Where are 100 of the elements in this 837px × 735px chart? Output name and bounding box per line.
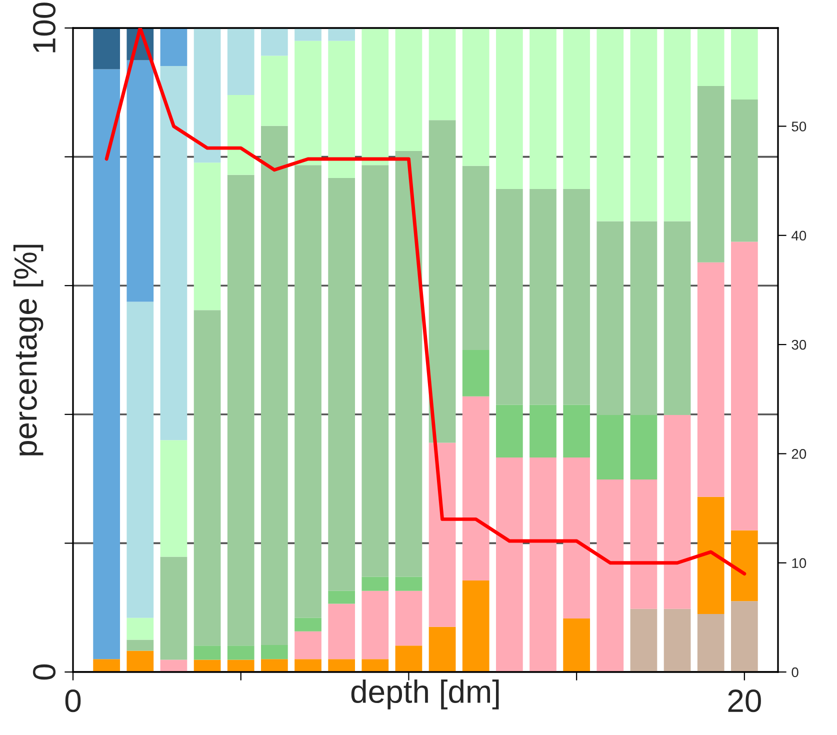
bar: [596, 479, 624, 672]
bar: [294, 28, 322, 41]
bar: [93, 659, 120, 672]
y2-tick-label: 10: [792, 558, 806, 568]
bar: [126, 618, 154, 640]
bar: [294, 165, 322, 618]
y2-tick-label: 40: [792, 230, 806, 241]
bar: [227, 94, 254, 175]
bar: [261, 56, 288, 126]
x-axis-title: depth [dm]: [351, 680, 499, 710]
bar: [530, 189, 556, 405]
bar: [328, 604, 355, 660]
bar: [395, 576, 422, 591]
y-tick-label: 100: [32, 2, 56, 52]
bar: [227, 28, 254, 95]
bar: [362, 28, 389, 166]
bar: [160, 440, 188, 557]
bar: [731, 99, 758, 242]
bar: [261, 659, 288, 672]
bar: [261, 126, 288, 645]
bar: [126, 60, 154, 302]
bar: [496, 458, 523, 672]
y-axis-title: percentage [%]: [13, 244, 44, 456]
bar: [563, 618, 590, 672]
bar: [362, 576, 389, 591]
bar: [395, 151, 422, 577]
bar: [731, 601, 758, 672]
bar: [530, 404, 556, 458]
bar: [328, 40, 355, 178]
bar: [664, 28, 691, 222]
bar: [126, 650, 154, 672]
bar: [227, 660, 254, 672]
bar: [630, 28, 658, 222]
bar: [462, 396, 490, 581]
bar: [563, 189, 590, 405]
bar: [395, 28, 422, 152]
y2-tick-label: 50: [792, 122, 806, 132]
y2-tick-label: 30: [792, 340, 806, 350]
bar: [328, 659, 355, 672]
bar: [93, 28, 120, 70]
bar: [227, 646, 254, 660]
bar: [294, 618, 322, 632]
bar: [697, 614, 724, 672]
bar: [194, 162, 221, 310]
bar: [664, 415, 691, 609]
bar: [194, 28, 221, 163]
bar: [328, 178, 355, 591]
bar: [731, 530, 758, 602]
bar: [428, 626, 456, 672]
bar: [160, 66, 188, 440]
bar: [126, 302, 154, 618]
y2-tick-label: 20: [792, 449, 806, 459]
bar: [126, 640, 154, 651]
line-series: [104, 28, 746, 576]
bar: [496, 28, 523, 189]
bar: [731, 28, 758, 100]
bar: [462, 580, 490, 672]
bar: [697, 28, 724, 86]
bar: [294, 40, 322, 166]
bar: [563, 458, 590, 619]
bar: [261, 28, 288, 56]
bar: [428, 442, 456, 627]
bar: [93, 69, 120, 660]
bar: [362, 590, 389, 660]
bar: [462, 350, 490, 396]
y2-tick-label: 0: [792, 667, 798, 678]
bar: [261, 644, 288, 660]
bar: [630, 479, 658, 609]
bar: [294, 659, 322, 672]
bar: [194, 646, 221, 660]
bar: [227, 174, 254, 646]
bar: [328, 590, 355, 604]
bar: [328, 28, 355, 41]
bar: [731, 242, 758, 530]
bar: [462, 166, 490, 350]
bar: [596, 415, 624, 480]
bar: [496, 189, 523, 405]
bar: [697, 86, 724, 262]
bar: [697, 262, 724, 497]
bar: [630, 221, 658, 416]
bar: [697, 496, 724, 614]
bar: [362, 659, 389, 672]
bar: [428, 120, 456, 443]
bar: [395, 646, 422, 672]
bar: [664, 221, 691, 416]
bar: [596, 28, 624, 222]
bar: [160, 556, 188, 660]
bar: [362, 165, 389, 577]
bar: [630, 608, 658, 672]
bar: [530, 28, 556, 189]
bar: [395, 590, 422, 646]
bar: [294, 631, 322, 660]
bar: [462, 28, 490, 166]
bar: [160, 660, 188, 672]
bar: [194, 660, 221, 672]
bar: [160, 28, 188, 66]
bar: [496, 404, 523, 458]
bar: [630, 415, 658, 480]
bar: [194, 310, 221, 646]
bar: [664, 608, 691, 672]
